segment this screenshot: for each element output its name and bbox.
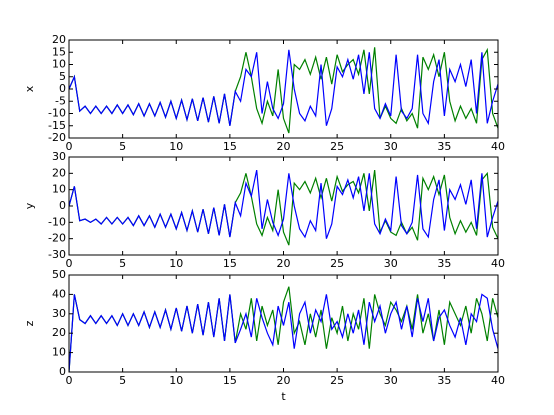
y-tick-label: -30	[48, 248, 66, 261]
x-tick-label: 20	[277, 140, 291, 153]
y-tick-label: 0	[59, 199, 66, 212]
y-tick-label: 20	[52, 326, 66, 339]
y-tick-label: 0	[59, 365, 66, 378]
y-tick-label: 20	[52, 33, 66, 46]
x-tick-label: 20	[277, 257, 291, 270]
x-tick-label: 10	[169, 140, 183, 153]
x-tick-label: 0	[66, 140, 73, 153]
x-tick-label: 35	[437, 140, 451, 153]
y-tick-label: 0	[59, 82, 66, 95]
x-tick-label: 10	[169, 374, 183, 387]
y-tick-label: 20	[52, 166, 66, 179]
x-tick-label: 15	[223, 257, 237, 270]
plot-area	[69, 286, 498, 372]
x-tick-label: 20	[277, 374, 291, 387]
x-tick-label: 5	[119, 374, 126, 387]
series-line	[69, 49, 498, 126]
x-tick-label: 0	[66, 374, 73, 387]
y-tick-label: 10	[52, 183, 66, 196]
series-line	[69, 293, 498, 372]
x-tick-label: 5	[119, 257, 126, 270]
y-tick-label: -15	[48, 119, 66, 132]
x-tick-label: 30	[384, 257, 398, 270]
series-line	[69, 47, 498, 134]
x-tick-label: 15	[223, 140, 237, 153]
y-tick-label: -10	[48, 107, 66, 120]
x-tick-label: 25	[330, 374, 344, 387]
x-tick-label: 40	[491, 257, 505, 270]
y-axis-label: y	[23, 202, 36, 209]
x-tick-label: 5	[119, 140, 126, 153]
y-tick-label: 10	[52, 58, 66, 71]
plot-area	[69, 169, 498, 246]
x-tick-label: 35	[437, 374, 451, 387]
y-axis-label: z	[23, 320, 36, 326]
y-tick-label: -10	[48, 215, 66, 228]
x-tick-label: 25	[330, 140, 344, 153]
x-tick-label: 15	[223, 374, 237, 387]
series-line	[69, 169, 498, 246]
series-line	[69, 169, 498, 239]
axes-frame	[68, 156, 499, 256]
y-tick-label: -20	[48, 131, 66, 144]
y-axis-label: x	[23, 85, 36, 92]
x-tick-label: 0	[66, 257, 73, 270]
x-tick-label: 30	[384, 374, 398, 387]
y-tick-label: 30	[52, 307, 66, 320]
x-tick-label: 30	[384, 140, 398, 153]
y-tick-label: 5	[59, 70, 66, 83]
x-tick-label: 25	[330, 257, 344, 270]
x-tick-label: 10	[169, 257, 183, 270]
y-tick-label: -20	[48, 232, 66, 245]
y-tick-label: 40	[52, 287, 66, 300]
x-tick-label: 40	[491, 140, 505, 153]
y-tick-label: 50	[52, 268, 66, 281]
y-tick-label: 30	[52, 150, 66, 163]
x-tick-label: 40	[491, 374, 505, 387]
y-tick-label: -5	[55, 94, 66, 107]
series-line	[69, 286, 498, 372]
y-tick-label: 15	[52, 45, 66, 58]
y-tick-label: 10	[52, 346, 66, 359]
x-axis-label: t	[281, 390, 286, 403]
plot-area	[69, 47, 498, 134]
x-tick-label: 35	[437, 257, 451, 270]
